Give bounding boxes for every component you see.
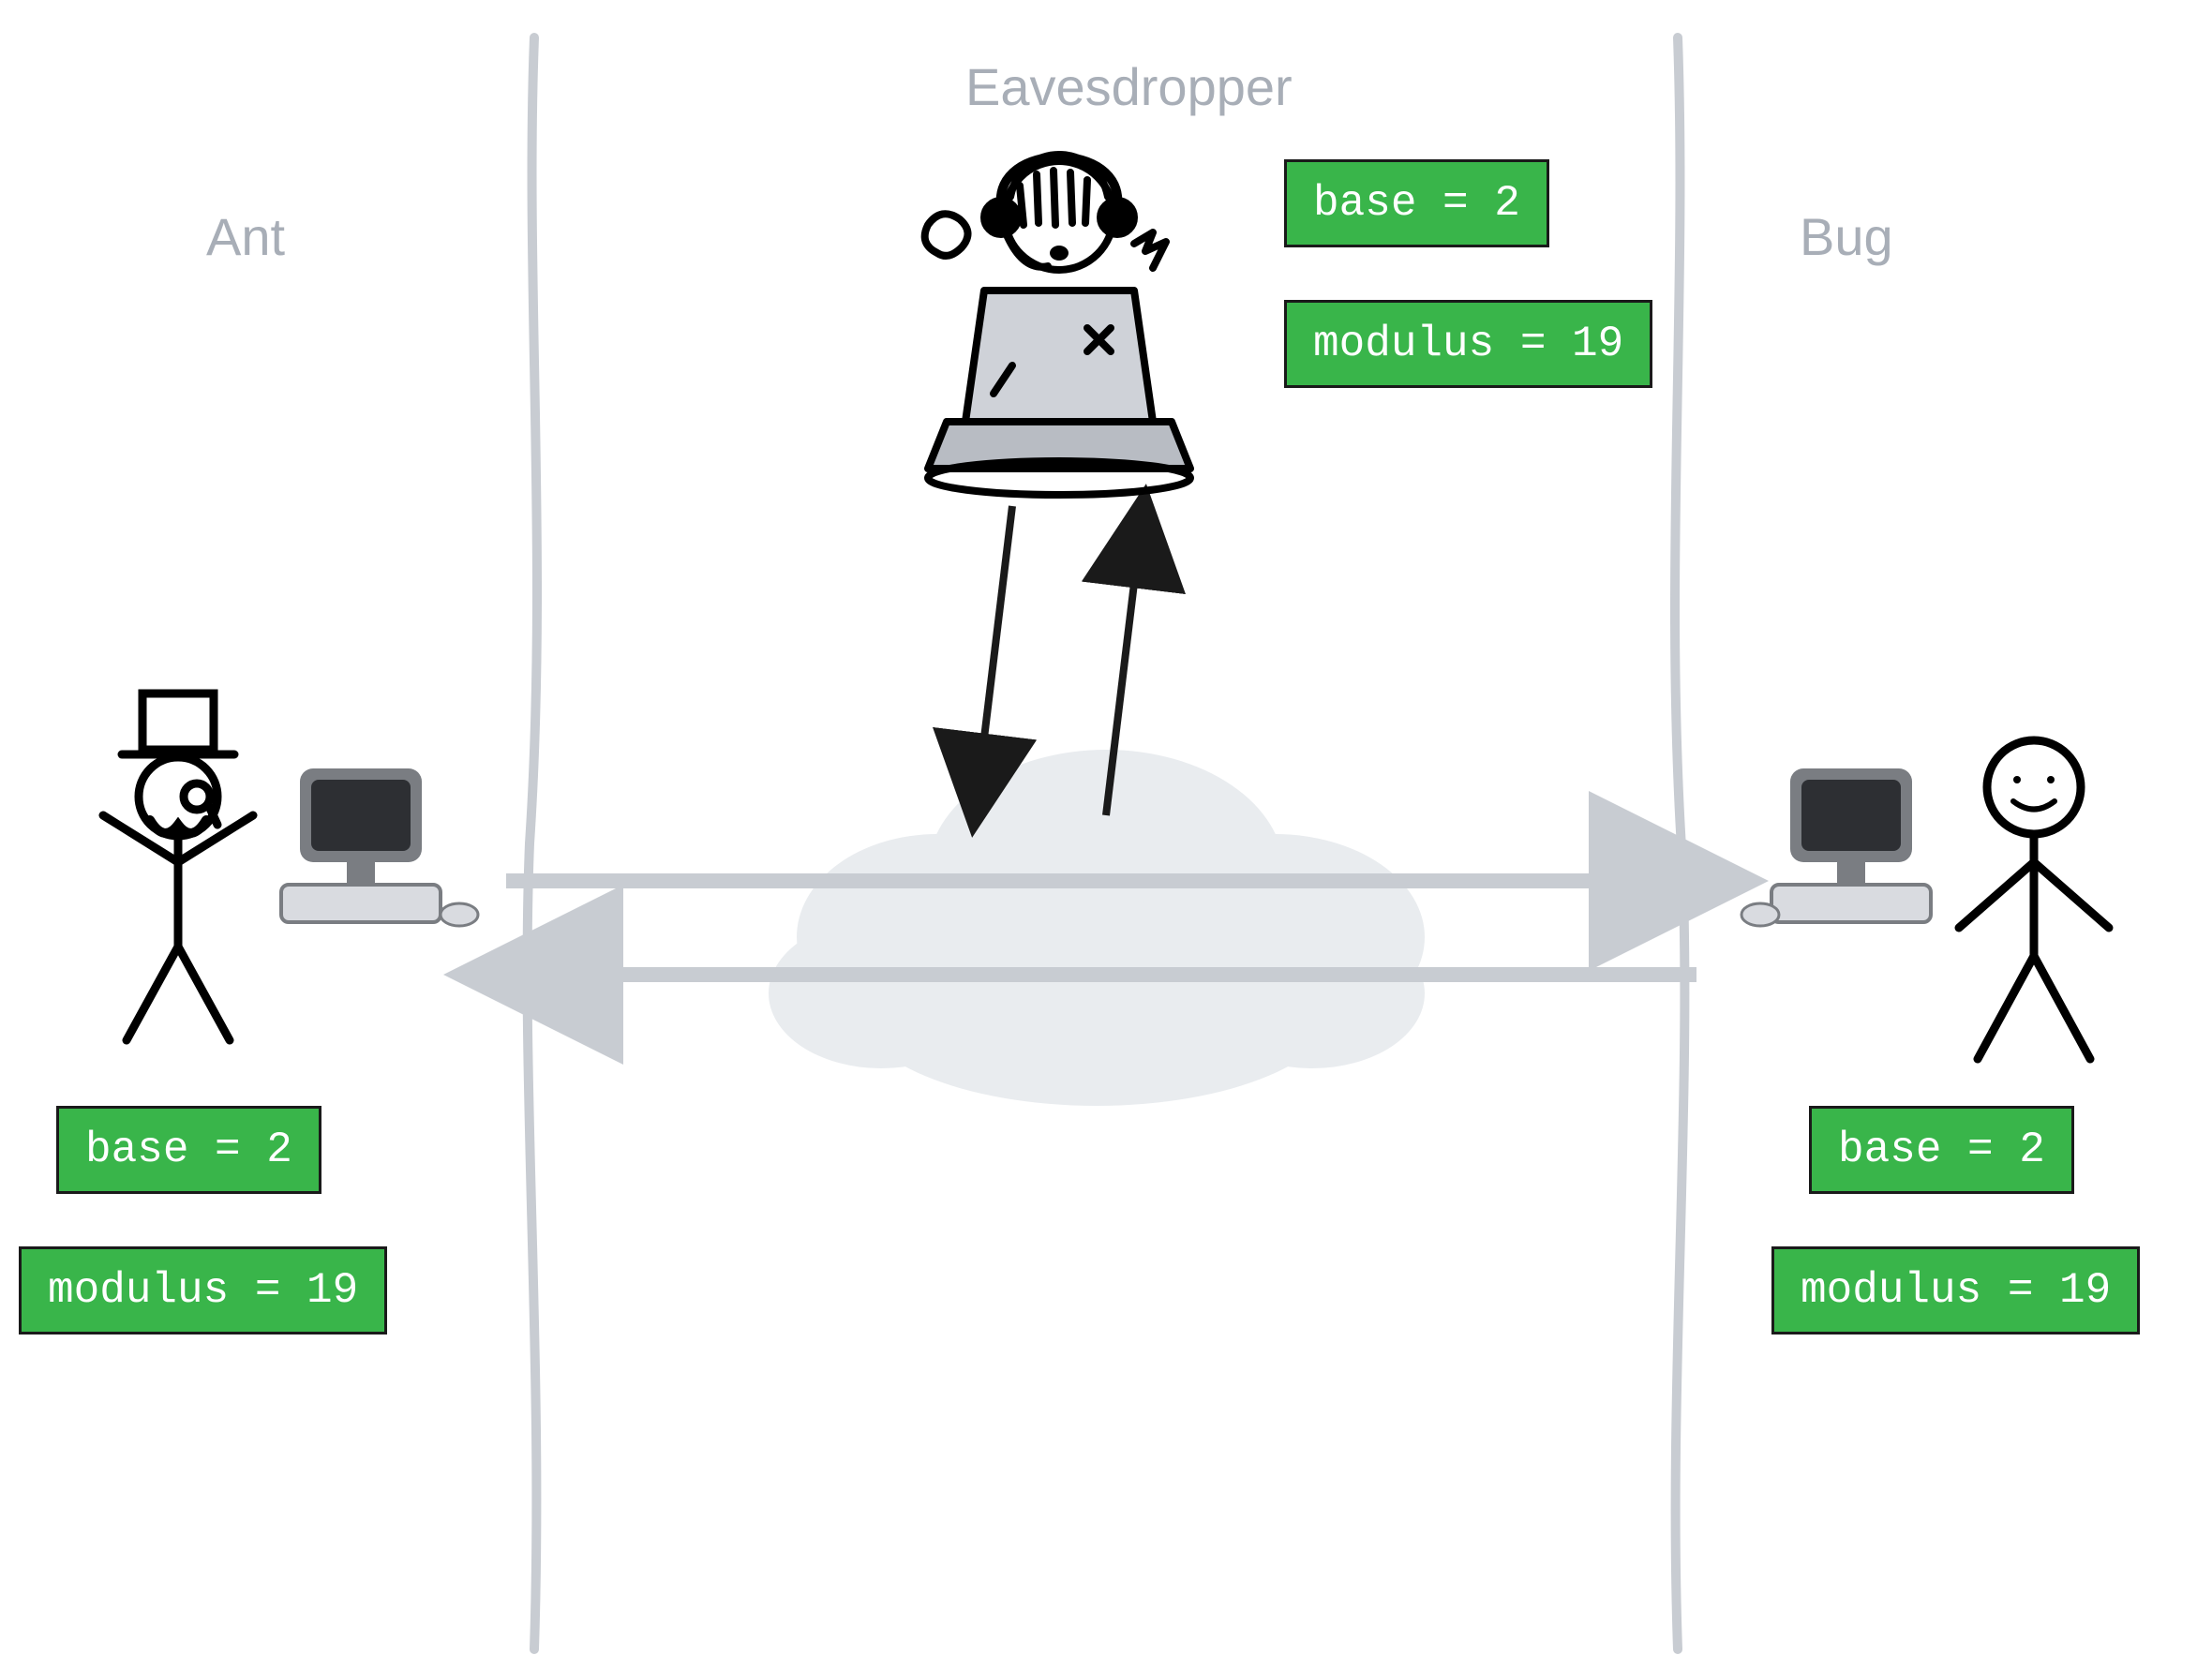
box-bug-base: base = 2 — [1809, 1106, 2074, 1194]
box-eve-modulus: modulus = 19 — [1284, 300, 1652, 388]
computer-bug — [1741, 768, 1931, 926]
arrow-eve-up — [1106, 506, 1143, 815]
label-bug: Bug — [1800, 206, 1893, 267]
arrow-eve-down — [975, 506, 1012, 815]
divider-right — [1675, 37, 1684, 1649]
label-eavesdropper: Eavesdropper — [965, 56, 1293, 117]
figure-bug — [1959, 740, 2109, 1059]
figure-eavesdropper — [925, 155, 1190, 495]
divider-left — [528, 37, 537, 1649]
box-ant-modulus: modulus = 19 — [19, 1246, 387, 1335]
label-ant: Ant — [206, 206, 285, 267]
box-ant-base: base = 2 — [56, 1106, 321, 1194]
cloud — [769, 750, 1425, 1106]
computer-ant — [281, 768, 478, 926]
box-bug-modulus: modulus = 19 — [1771, 1246, 2140, 1335]
box-eve-base: base = 2 — [1284, 159, 1549, 247]
figure-ant — [103, 693, 253, 1040]
